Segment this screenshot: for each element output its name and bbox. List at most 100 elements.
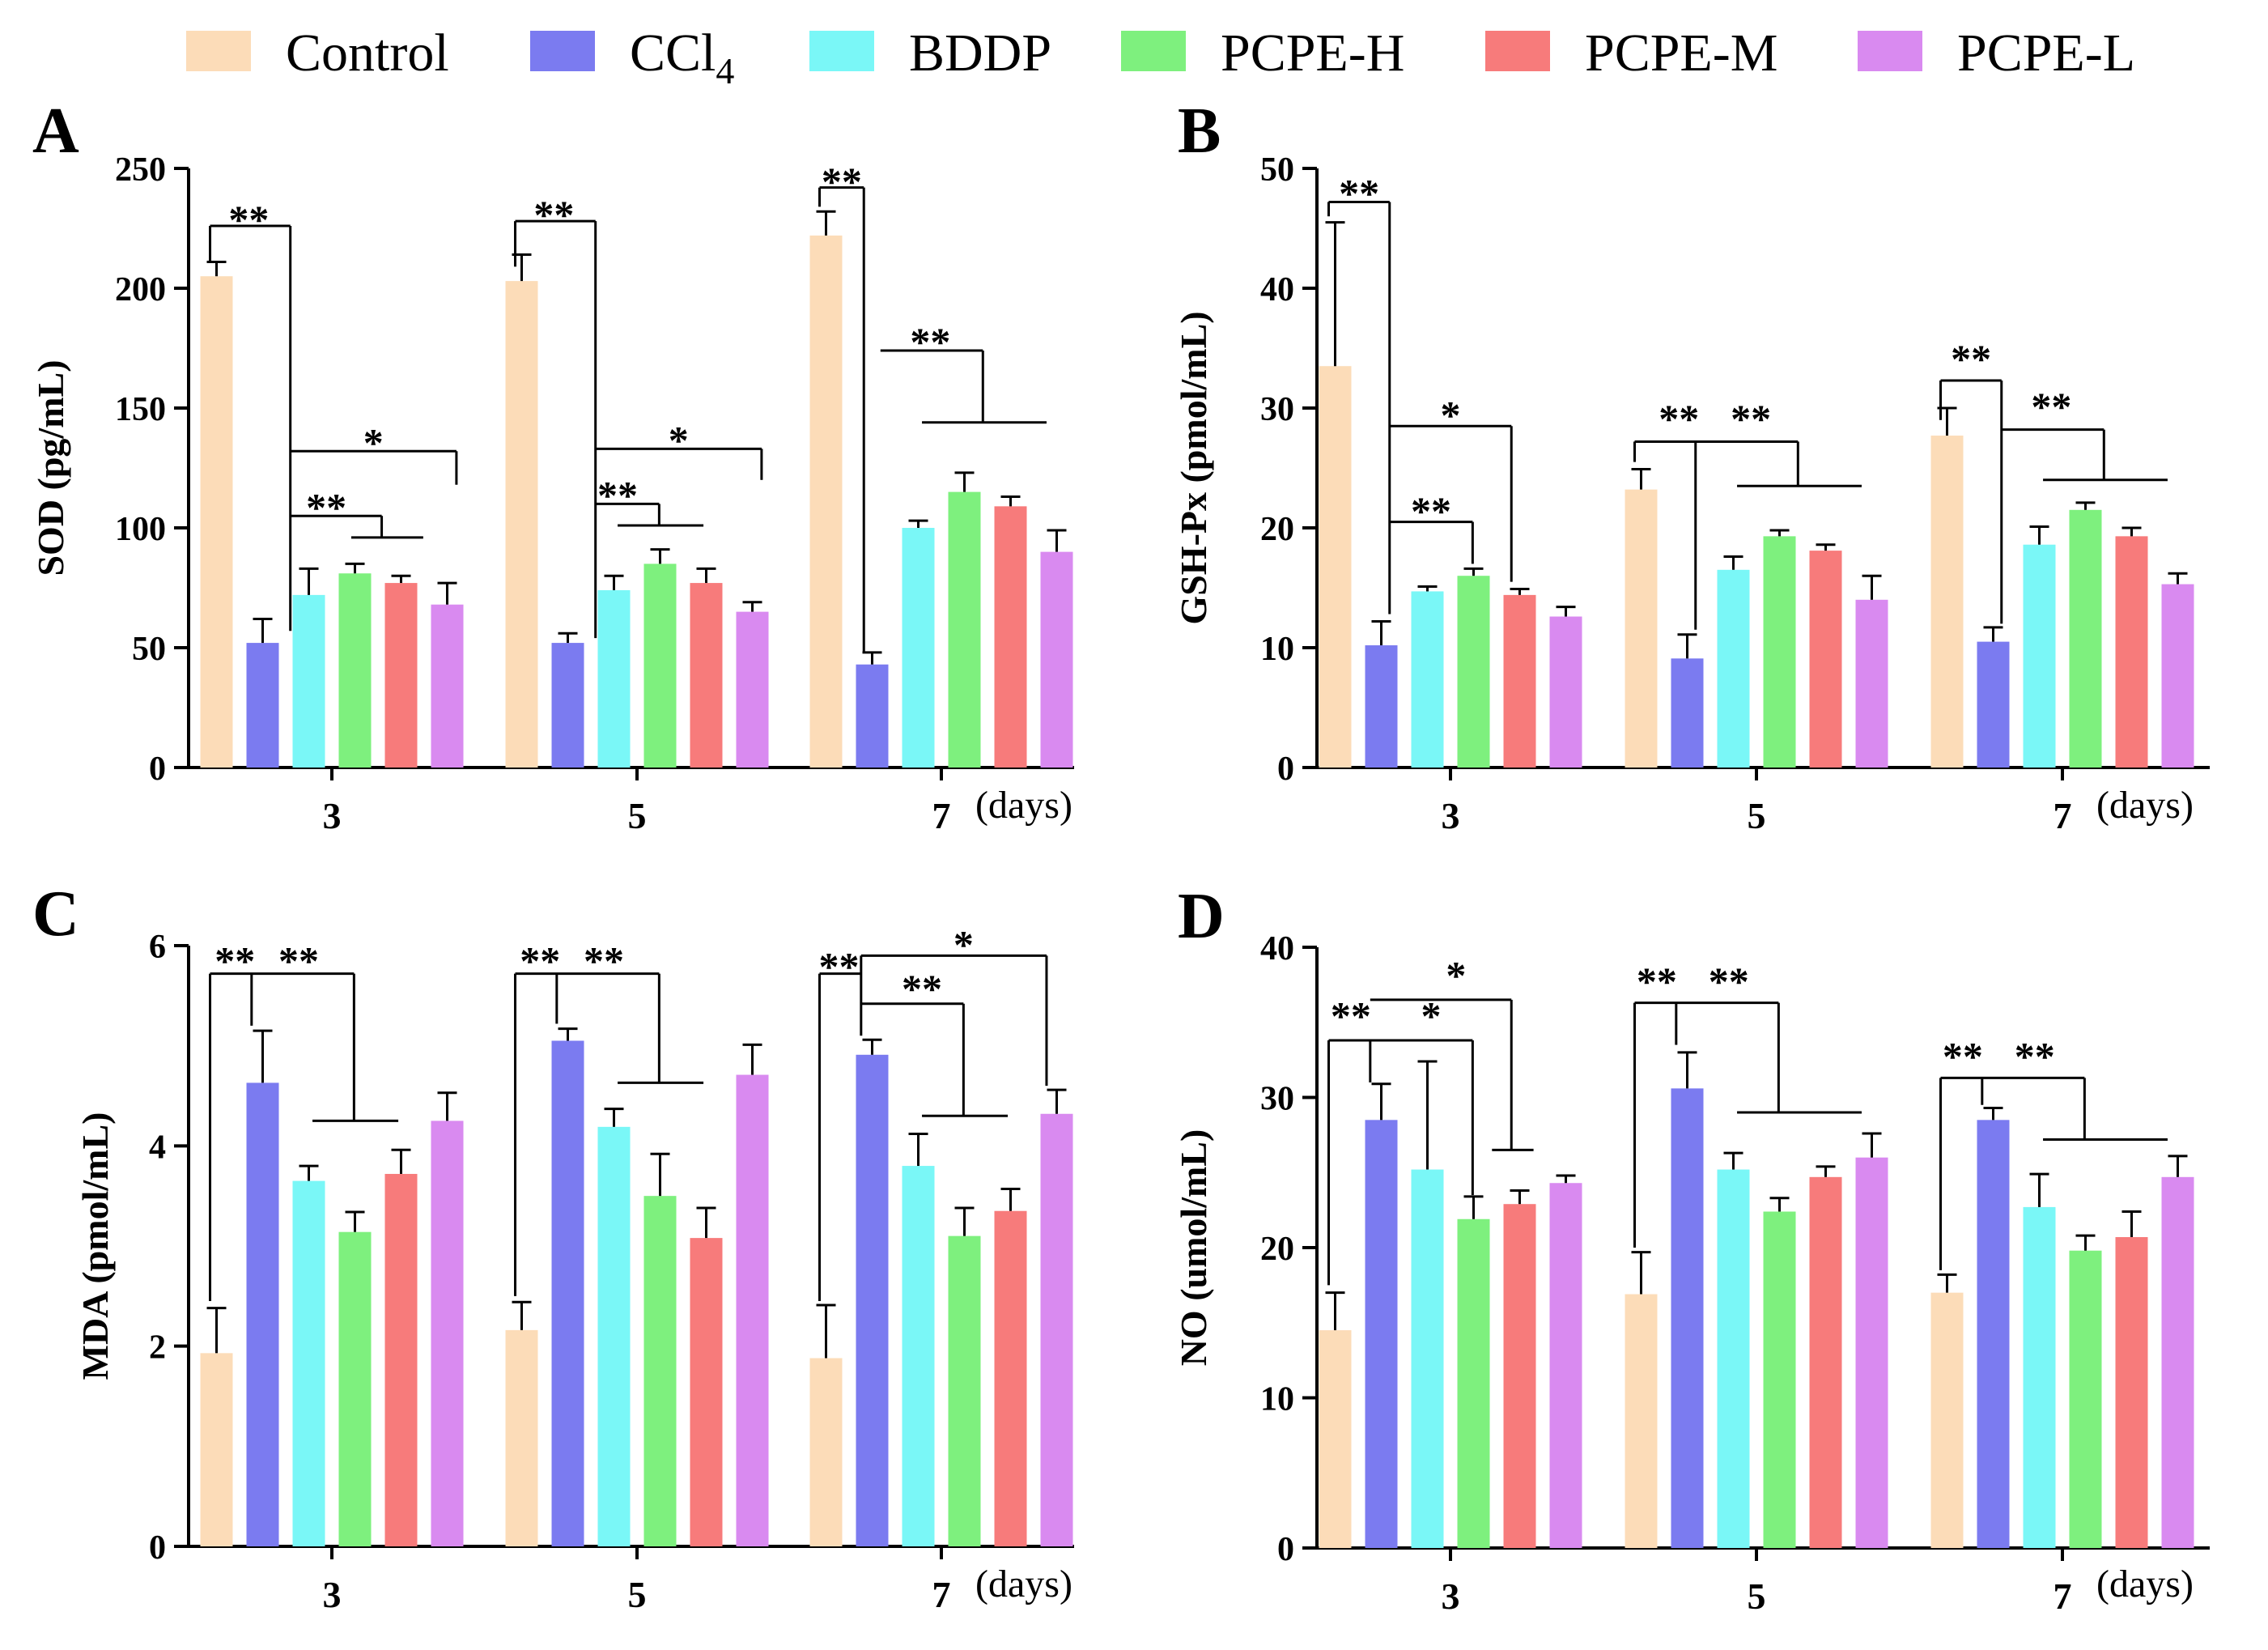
bar-ccl4 — [1671, 1088, 1704, 1548]
significance-stars: ** — [1943, 1034, 1983, 1079]
bar-control — [1930, 1292, 1964, 1548]
legend: Control CCl4 BDDP PCPE-H PCPE-M PCPE-L — [186, 23, 2135, 91]
y-tick-label: 0 — [1277, 751, 1294, 788]
bar-ccl4 — [1365, 645, 1398, 768]
bar-pcpe-l — [736, 1074, 769, 1546]
significance-stars: ** — [597, 473, 638, 518]
legend-item-pcpe-m: PCPE-M — [1485, 23, 1777, 83]
bar-pcpe-m — [384, 583, 418, 768]
y-tick-label: 30 — [1260, 391, 1294, 428]
y-tick-label: 200 — [115, 271, 166, 308]
bar-pcpe-m — [1503, 1204, 1536, 1548]
bar-pcpe-l — [1855, 1157, 1888, 1548]
panel-letter: C — [32, 878, 79, 950]
x-unit-label: (days) — [2096, 784, 2194, 827]
x-tick-label: 5 — [1748, 1576, 1766, 1617]
bar-bddp — [292, 1180, 325, 1546]
legend-item-bddp: BDDP — [809, 23, 1051, 83]
y-tick-label: 150 — [115, 391, 166, 428]
significance-stars: ** — [1731, 396, 1771, 441]
bars — [200, 1027, 1073, 1546]
legend-subscript: 4 — [716, 50, 734, 91]
bar-pcpe-m — [1809, 1176, 1842, 1548]
x-tick-label: 3 — [1442, 795, 1460, 836]
bar-pcpe-h — [2069, 1250, 2102, 1548]
significance-stars: ** — [214, 938, 255, 983]
bar-pcpe-m — [1503, 594, 1536, 768]
bar-control — [200, 276, 233, 768]
x-axis: 3 5 7 (days) — [1317, 766, 2210, 836]
bar-pcpe-l — [431, 1121, 464, 1546]
bar-pcpe-h — [643, 1196, 677, 1546]
bar-control — [809, 1358, 843, 1546]
bar-pcpe-l — [1549, 1183, 1582, 1548]
bar-pcpe-l — [736, 611, 769, 768]
legend-swatch — [809, 31, 874, 71]
bar-ccl4 — [1977, 641, 2010, 768]
x-tick-label: 5 — [628, 795, 647, 836]
x-tick-label: 5 — [1748, 795, 1766, 836]
y-axis: 0 10 20 30 40 50 — [1260, 151, 1319, 788]
legend-label: PCPE-M — [1585, 23, 1777, 83]
legend-label: Control — [286, 23, 449, 83]
y-tick-label: 100 — [115, 511, 166, 548]
bar-bddp — [1717, 569, 1750, 768]
y-tick-label: 50 — [132, 631, 166, 668]
y-tick-label: 30 — [1260, 1081, 1294, 1118]
significance-annotations: ************** — [209, 159, 1047, 653]
y-tick-label: 4 — [149, 1129, 166, 1166]
bar-pcpe-m — [1809, 551, 1842, 768]
bar-pcpe-h — [338, 1231, 372, 1546]
legend-item-pcpe-h: PCPE-H — [1121, 23, 1404, 83]
bar-control — [505, 1329, 538, 1546]
x-axis: 3 5 7 (days) — [189, 766, 1074, 836]
significance-stars: ** — [818, 944, 859, 989]
significance-stars: * — [1441, 392, 1461, 437]
y-tick-label: 10 — [1260, 631, 1294, 668]
significance-stars: * — [669, 417, 689, 462]
x-axis: 3 5 7 (days) — [189, 1545, 1074, 1615]
x-axis: 3 5 7 (days) — [1317, 1546, 2210, 1617]
y-axis: 0 50 100 150 200 250 — [115, 151, 190, 788]
bar-ccl4 — [246, 643, 279, 768]
y-tick-label: 0 — [149, 1529, 166, 1567]
x-tick-label: 7 — [2054, 1576, 2072, 1617]
x-tick-label: 7 — [932, 795, 951, 836]
y-tick-label: 0 — [149, 751, 166, 788]
x-tick-label: 3 — [323, 795, 342, 836]
bar-pcpe-l — [2161, 1176, 2194, 1548]
legend-item-ccl4: CCl4 — [530, 23, 734, 91]
significance-stars: ** — [533, 192, 574, 237]
x-unit-label: (days) — [2096, 1563, 2194, 1605]
bar-bddp — [1717, 1169, 1750, 1548]
legend-swatch — [186, 31, 251, 71]
bars — [1319, 221, 2194, 768]
bar-bddp — [902, 528, 935, 768]
bar-bddp — [902, 1166, 935, 1546]
y-axis-title: GSH-Px (pmol/mL) — [1173, 311, 1214, 624]
significance-stars: ** — [902, 966, 942, 1011]
panel-letter: A — [32, 96, 79, 167]
x-tick-label: 7 — [932, 1574, 951, 1615]
bar-control — [1625, 1294, 1658, 1548]
y-tick-label: 2 — [149, 1329, 166, 1367]
legend-label: PCPE-L — [1957, 23, 2135, 83]
legend-swatch — [1121, 31, 1186, 71]
y-tick-label: 50 — [1260, 151, 1294, 189]
bar-pcpe-l — [1549, 616, 1582, 768]
bar-bddp — [1411, 1169, 1444, 1548]
bar-ccl4 — [551, 643, 584, 768]
bar-bddp — [292, 594, 325, 768]
significance-stars: ** — [1339, 171, 1379, 216]
significance-stars: * — [363, 419, 384, 465]
bar-pcpe-h — [1457, 576, 1490, 768]
x-tick-label: 3 — [1442, 1576, 1460, 1617]
y-tick-label: 0 — [1277, 1531, 1294, 1568]
bar-pcpe-h — [1763, 536, 1796, 768]
bar-control — [1319, 366, 1352, 768]
significance-stars: ** — [1951, 336, 1991, 381]
significance-stars: ** — [2015, 1034, 2055, 1079]
legend-swatch — [1858, 31, 1922, 71]
